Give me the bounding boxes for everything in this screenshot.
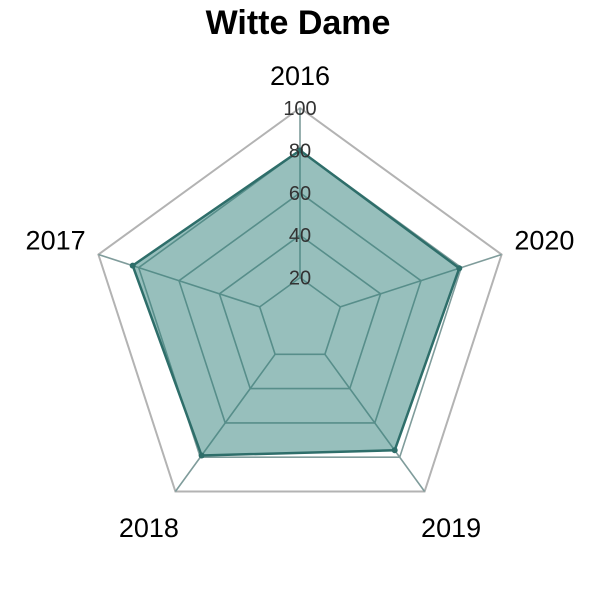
axis-label: 2020 [514, 226, 574, 256]
series-point [456, 265, 463, 272]
series-point [297, 147, 303, 154]
axis-label: 2017 [26, 226, 86, 256]
series-area [131, 148, 461, 457]
radar-series [129, 147, 463, 459]
grid-ring [97, 106, 503, 493]
radar-ticks: 20 40 60 80 100 [283, 98, 316, 290]
axis-label: 2016 [270, 61, 330, 91]
series-point [391, 447, 398, 454]
series-point [129, 262, 136, 269]
tick-label: 80 [289, 140, 311, 162]
radar-axis-labels: 2016 2017 2018 2019 2020 [26, 61, 575, 543]
axis-label: 2019 [421, 513, 481, 543]
tick-label: 40 [289, 225, 311, 247]
tick-label: 20 [289, 268, 311, 290]
series-point [198, 452, 205, 459]
axis-label: 2018 [119, 513, 179, 543]
chart-title: Witte Dame [206, 4, 391, 42]
tick-label: 60 [289, 183, 311, 205]
tick-label: 100 [283, 98, 316, 120]
